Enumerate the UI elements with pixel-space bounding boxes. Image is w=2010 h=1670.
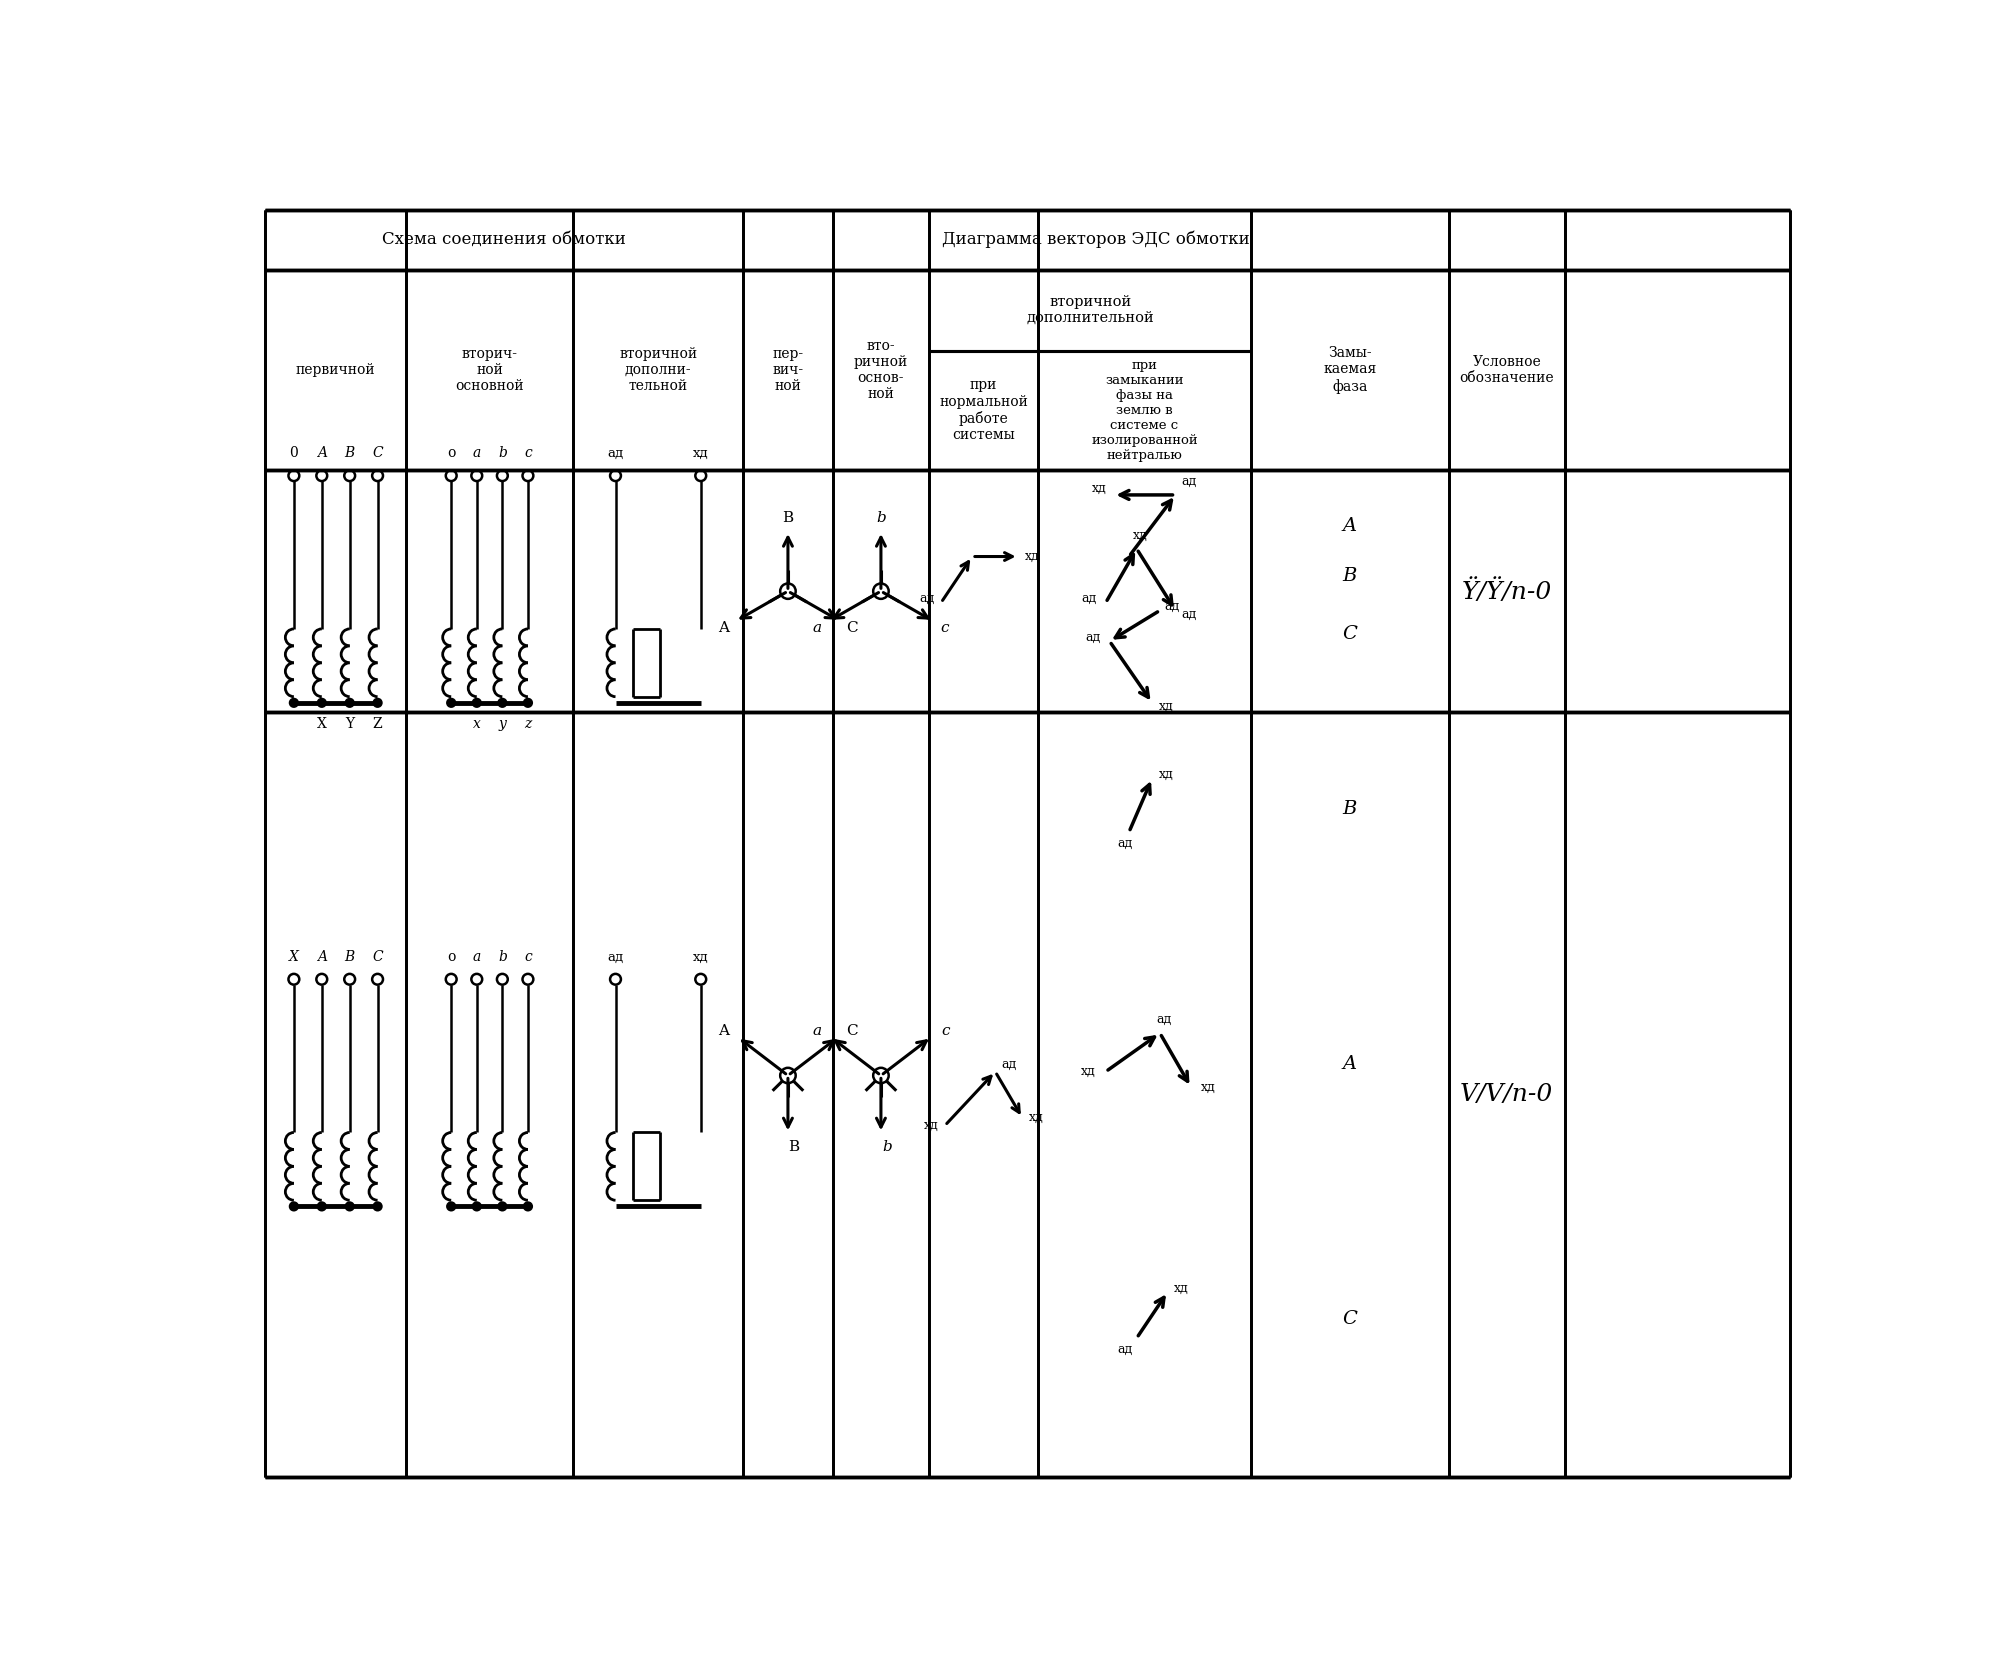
Text: Ϋ/Ϋ/п-0: Ϋ/Ϋ/п-0 <box>1461 579 1552 603</box>
Text: хд: хд <box>1134 528 1148 541</box>
Text: b: b <box>498 446 507 461</box>
Text: y: y <box>498 716 507 731</box>
Circle shape <box>289 1202 297 1211</box>
Text: первичной: первичной <box>295 362 376 377</box>
Text: 0: 0 <box>289 446 297 461</box>
Text: c: c <box>941 621 949 635</box>
Text: a: a <box>812 621 822 635</box>
Text: хд: хд <box>923 1119 939 1132</box>
Text: Y: Y <box>346 716 354 731</box>
Text: Условное
обозначение: Условное обозначение <box>1459 354 1554 384</box>
Text: X: X <box>289 950 299 964</box>
Text: b: b <box>876 511 886 524</box>
Circle shape <box>498 1202 507 1211</box>
Text: B: B <box>788 1141 800 1154</box>
Circle shape <box>498 700 507 706</box>
Text: a: a <box>472 446 480 461</box>
Circle shape <box>346 700 354 706</box>
Text: b: b <box>882 1141 892 1154</box>
Text: B: B <box>1343 566 1357 584</box>
Text: хд: хд <box>1029 1111 1043 1124</box>
Text: C: C <box>372 446 382 461</box>
Text: A: A <box>1343 516 1357 534</box>
Text: C: C <box>846 1024 858 1037</box>
Text: ад: ад <box>1164 600 1180 613</box>
Text: хд: хд <box>1025 549 1039 563</box>
Text: хд: хд <box>1091 483 1108 496</box>
Text: хд: хд <box>1174 1281 1190 1294</box>
Text: вто-
ричной
основ-
ной: вто- ричной основ- ной <box>854 339 909 401</box>
Text: вторич-
ной
основной: вторич- ной основной <box>454 347 525 392</box>
Text: хд: хд <box>1158 700 1174 713</box>
Text: хд: хд <box>1158 768 1174 782</box>
Circle shape <box>346 1202 354 1211</box>
Text: C: C <box>1343 625 1357 643</box>
Text: хд: хд <box>693 950 710 964</box>
Circle shape <box>318 1202 326 1211</box>
Text: вторичной
дополни-
тельной: вторичной дополни- тельной <box>619 347 697 392</box>
Text: пер-
вич-
ной: пер- вич- ной <box>772 347 804 392</box>
Text: X: X <box>318 716 328 731</box>
Text: при
нормальной
работе
системы: при нормальной работе системы <box>939 379 1027 443</box>
Text: x: x <box>472 716 480 731</box>
Text: B: B <box>344 950 356 964</box>
Text: B: B <box>782 511 794 524</box>
Circle shape <box>472 1202 480 1211</box>
Text: a: a <box>812 1024 822 1037</box>
Text: o: o <box>446 446 456 461</box>
Text: хд: хд <box>693 448 710 461</box>
Circle shape <box>448 1202 454 1211</box>
Circle shape <box>525 1202 533 1211</box>
Text: ад: ад <box>1118 1343 1134 1356</box>
Text: ад: ад <box>1182 474 1198 488</box>
Text: Диаграмма векторов ЭДС обмотки: Диаграмма векторов ЭДС обмотки <box>943 230 1250 249</box>
Text: ад: ад <box>1118 837 1134 850</box>
Text: ад: ад <box>1001 1057 1017 1070</box>
Circle shape <box>472 700 480 706</box>
Text: ад: ад <box>1156 1012 1172 1025</box>
Text: c: c <box>941 1024 949 1037</box>
Text: ад: ад <box>1081 593 1095 606</box>
Text: B: B <box>344 446 356 461</box>
Text: ад: ад <box>919 593 935 606</box>
Text: C: C <box>372 950 382 964</box>
Text: C: C <box>846 621 858 635</box>
Text: z: z <box>525 716 531 731</box>
Text: хд: хд <box>1081 1065 1095 1079</box>
Text: вторичной
дополнительной: вторичной дополнительной <box>1027 296 1154 326</box>
Text: c: c <box>525 950 533 964</box>
Text: o: o <box>446 950 456 964</box>
Text: хд: хд <box>1200 1080 1216 1094</box>
Text: c: c <box>525 446 533 461</box>
Text: A: A <box>1343 1055 1357 1072</box>
Circle shape <box>525 700 533 706</box>
Text: a: a <box>472 950 480 964</box>
Circle shape <box>289 700 297 706</box>
Text: b: b <box>498 950 507 964</box>
Text: A: A <box>718 621 730 635</box>
Text: A: A <box>718 1024 730 1037</box>
Circle shape <box>448 700 454 706</box>
Text: V/V/п-0: V/V/п-0 <box>1459 1084 1554 1106</box>
Circle shape <box>318 700 326 706</box>
Circle shape <box>374 700 382 706</box>
Text: ад: ад <box>1085 631 1099 645</box>
Text: C: C <box>1343 1309 1357 1328</box>
Text: ад: ад <box>607 950 623 964</box>
Text: A: A <box>318 950 328 964</box>
Text: Схема соединения обмотки: Схема соединения обмотки <box>382 230 627 249</box>
Circle shape <box>374 1202 382 1211</box>
Text: A: A <box>318 446 328 461</box>
Text: при
замыкании
фазы на
землю в
системе с
изолированной
нейтралью: при замыкании фазы на землю в системе с … <box>1091 359 1198 461</box>
Text: ад: ад <box>1182 608 1198 621</box>
Text: Замы-
каемая
фаза: Замы- каемая фаза <box>1323 346 1377 394</box>
Text: ад: ад <box>607 448 623 461</box>
Text: Z: Z <box>372 716 382 731</box>
Text: B: B <box>1343 800 1357 818</box>
